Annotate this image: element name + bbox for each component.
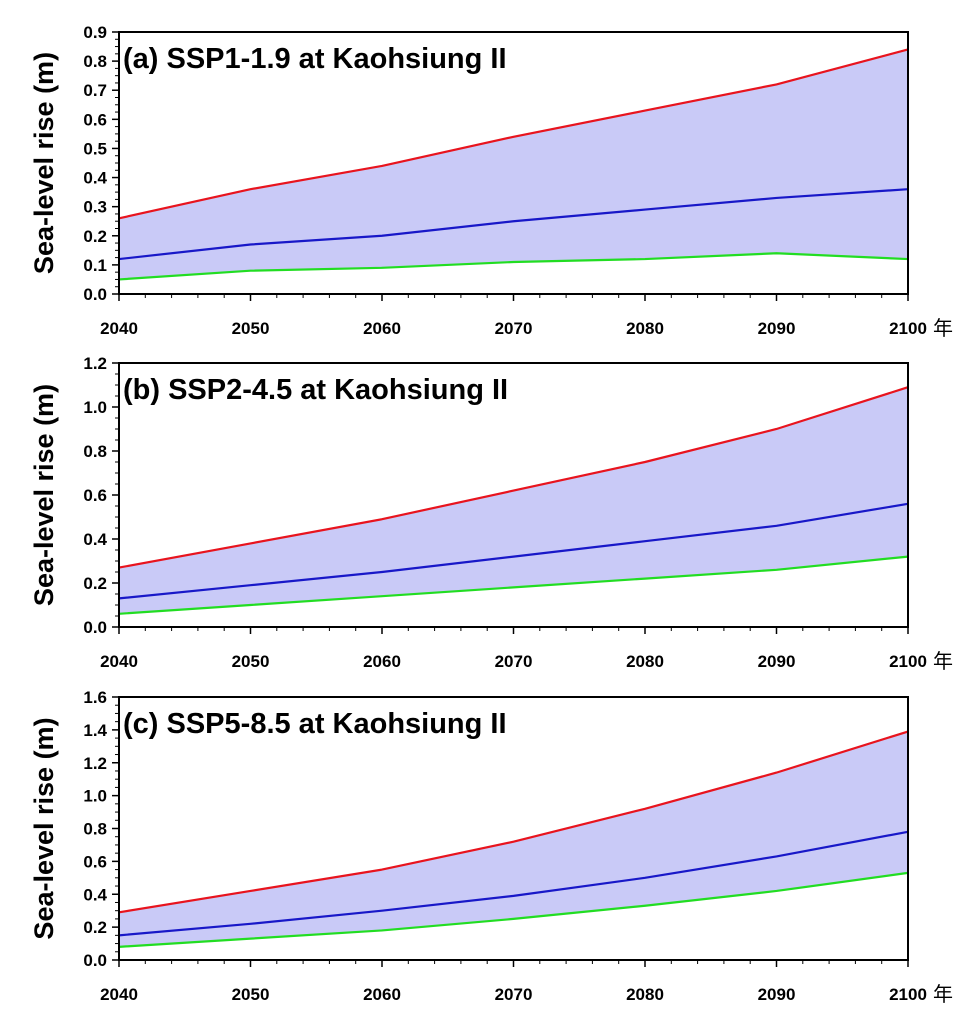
x-tick-label: 2100 (889, 652, 927, 671)
y-tick-label: 0.2 (83, 227, 107, 246)
x-tick-label: 2060 (363, 652, 401, 671)
y-tick-label: 0.8 (83, 820, 107, 839)
y-tick-label: 1.4 (83, 721, 107, 740)
uncertainty-band (119, 387, 908, 614)
lower-bound-line (118, 871, 909, 948)
x-tick-label: 2050 (232, 985, 270, 1004)
x-tick-label: 2070 (495, 652, 533, 671)
y-tick-label: 0.8 (83, 52, 107, 71)
upper-bound-line (118, 730, 909, 914)
x-tick-label: 2090 (758, 652, 796, 671)
upper-bound-line (118, 48, 909, 220)
x-tick-label: 2070 (495, 319, 533, 338)
x-tick-label: 2080 (626, 319, 664, 338)
x-tick-label: 2040 (100, 985, 138, 1004)
y-tick-label: 0.9 (83, 23, 107, 42)
y-tick-label: 1.6 (83, 688, 107, 707)
y-tick-label: 0.7 (83, 81, 107, 100)
x-tick-label: 2090 (758, 319, 796, 338)
uncertainty-band (119, 49, 908, 280)
uncertainty-band (119, 731, 908, 947)
x-tick-label: 2060 (363, 985, 401, 1004)
y-tick-label: 0.8 (83, 442, 107, 461)
y-tick-label: 0.4 (83, 530, 107, 549)
x-unit-label: 年 (933, 649, 953, 673)
median-line (118, 502, 909, 600)
y-tick-label: 1.2 (83, 754, 107, 773)
y-tick-label: 0.0 (83, 285, 107, 304)
y-tick-label: 0.6 (83, 486, 107, 505)
x-tick-label: 2040 (100, 319, 138, 338)
y-axis-label: Sea-level rise (m) (29, 717, 59, 939)
y-tick-label: 0.6 (83, 110, 107, 129)
x-unit-label: 年 (933, 316, 953, 340)
y-tick-label: 0.2 (83, 574, 107, 593)
y-tick-label: 0.3 (83, 198, 107, 217)
x-tick-label: 2070 (495, 985, 533, 1004)
y-axis-label: Sea-level rise (m) (29, 52, 59, 274)
y-tick-label: 0.0 (83, 951, 107, 970)
y-tick-label: 0.2 (83, 918, 107, 937)
y-axis-label: Sea-level rise (m) (29, 384, 59, 606)
x-tick-label: 2100 (889, 319, 927, 338)
lower-bound-line (118, 555, 909, 615)
panel-title: (a) SSP1-1.9 at Kaohsiung II (123, 43, 507, 75)
chart-panel-2: 0.0 0.2 0.4 0.6 0.8 1.0 1.2 2040 2050 2060 2070 208… (29, 354, 953, 673)
panel-title: (b) SSP2-4.5 at Kaohsiung II (123, 374, 508, 406)
chart-panel-1: 0.0 0.1 0.2 0.3 0.4 0.5 0.6 0.7 0.8 0.9 2040 2050 20… (29, 23, 953, 340)
median-line (118, 188, 909, 261)
median-line (118, 830, 909, 937)
y-tick-label: 0.1 (83, 256, 107, 275)
x-tick-label: 2090 (758, 985, 796, 1004)
y-tick-label: 0.4 (83, 885, 107, 904)
upper-bound-line (118, 386, 909, 569)
x-tick-label: 2050 (232, 652, 270, 671)
y-tick-label: 1.0 (83, 787, 107, 806)
x-tick-label: 2080 (626, 985, 664, 1004)
y-tick-label: 0.4 (83, 169, 107, 188)
panel-title: (c) SSP5-8.5 at Kaohsiung II (123, 708, 507, 740)
lower-bound-line (118, 252, 909, 281)
chart-panel-3: 0.0 0.2 0.4 0.6 0.8 1.0 1.2 1.4 1.6 2040 2050 2060 2… (29, 688, 953, 1006)
x-unit-label: 年 (933, 982, 953, 1006)
x-tick-label: 2080 (626, 652, 664, 671)
x-tick-label: 2060 (363, 319, 401, 338)
x-tick-label: 2050 (232, 319, 270, 338)
y-tick-label: 1.2 (83, 354, 107, 373)
y-tick-label: 0.5 (83, 139, 107, 158)
x-tick-label: 2100 (889, 985, 927, 1004)
y-tick-label: 0.0 (83, 618, 107, 637)
y-tick-label: 1.0 (83, 398, 107, 417)
y-tick-label: 0.6 (83, 852, 107, 871)
x-tick-label: 2040 (100, 652, 138, 671)
